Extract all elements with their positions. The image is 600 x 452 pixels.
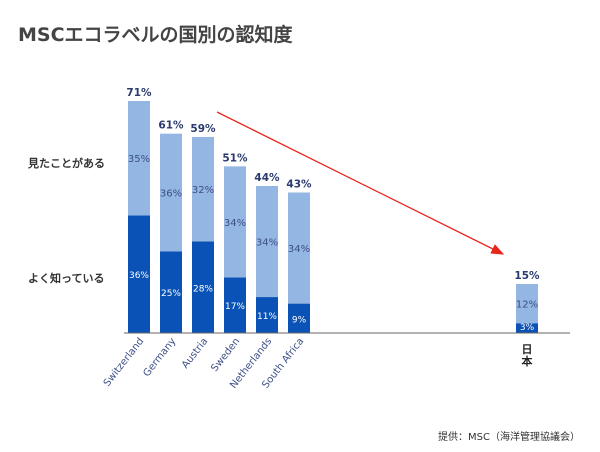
bar-known bbox=[192, 241, 214, 333]
value-label-known: 25% bbox=[161, 289, 181, 299]
bar-known bbox=[516, 323, 538, 333]
bar-seen bbox=[160, 133, 182, 252]
value-label-total: 61% bbox=[158, 120, 184, 132]
value-label-seen: 12% bbox=[516, 300, 538, 311]
bar-known bbox=[256, 297, 278, 333]
bar-seen bbox=[224, 166, 246, 278]
value-label-total: 71% bbox=[126, 87, 152, 99]
x-tick-label: Germany bbox=[141, 336, 178, 379]
bar-seen bbox=[516, 283, 538, 324]
value-label-known: 3% bbox=[520, 323, 535, 333]
value-label-seen: 32% bbox=[192, 185, 214, 196]
x-tick-label: Austria bbox=[180, 336, 210, 371]
value-label-total: 51% bbox=[222, 152, 248, 164]
value-label-seen: 36% bbox=[160, 188, 182, 199]
legend-label-seen: 見たことがある bbox=[28, 157, 105, 170]
bar-seen bbox=[288, 192, 310, 304]
value-label-seen: 34% bbox=[224, 218, 246, 229]
bar-known bbox=[224, 277, 246, 333]
value-label-total: 43% bbox=[286, 178, 312, 190]
legend-label-know: よく知っている bbox=[28, 272, 105, 285]
bar-seen bbox=[192, 136, 214, 242]
value-label-known: 11% bbox=[257, 312, 277, 322]
value-label-seen: 35% bbox=[128, 154, 150, 165]
x-tick-label: 日本 bbox=[522, 343, 533, 368]
x-tick-label: Switzerland bbox=[102, 336, 147, 389]
value-label-known: 36% bbox=[129, 271, 149, 281]
value-label-known: 28% bbox=[193, 284, 213, 294]
bar-known bbox=[128, 215, 150, 333]
value-label-seen: 34% bbox=[256, 238, 278, 249]
bar-known bbox=[288, 303, 310, 333]
value-label-known: 17% bbox=[225, 302, 245, 312]
trend-arrow bbox=[216, 111, 505, 255]
value-label-known: 9% bbox=[292, 315, 307, 325]
bar-seen bbox=[128, 101, 150, 216]
value-label-total: 44% bbox=[254, 172, 280, 184]
value-label-total: 15% bbox=[514, 270, 540, 282]
bar-known bbox=[160, 251, 182, 333]
value-label-seen: 34% bbox=[288, 244, 310, 255]
value-label-total: 59% bbox=[190, 123, 216, 135]
bar-seen bbox=[256, 185, 278, 298]
x-tick-label: Sweden bbox=[209, 336, 242, 374]
source-note: 提供：MSC（海洋管理協議会） bbox=[438, 432, 580, 443]
page-title: MSCエコラベルの国別の認知度 bbox=[18, 24, 293, 46]
